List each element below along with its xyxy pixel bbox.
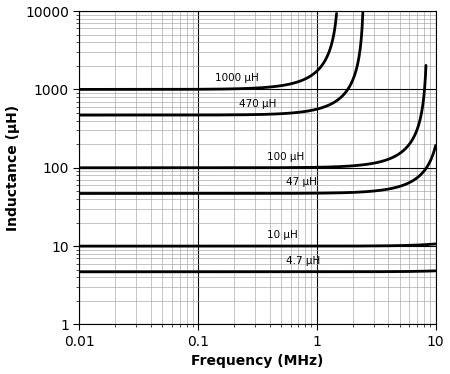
Text: 4.7 μH: 4.7 μH [286, 256, 320, 266]
Y-axis label: Inductance (μH): Inductance (μH) [5, 105, 19, 231]
X-axis label: Frequency (MHz): Frequency (MHz) [191, 355, 324, 368]
Text: 10 μH: 10 μH [267, 230, 298, 240]
Text: 1000 μH: 1000 μH [216, 73, 259, 83]
Text: 47 μH: 47 μH [286, 177, 317, 187]
Text: 470 μH: 470 μH [239, 99, 276, 109]
Text: 100 μH: 100 μH [267, 152, 304, 162]
